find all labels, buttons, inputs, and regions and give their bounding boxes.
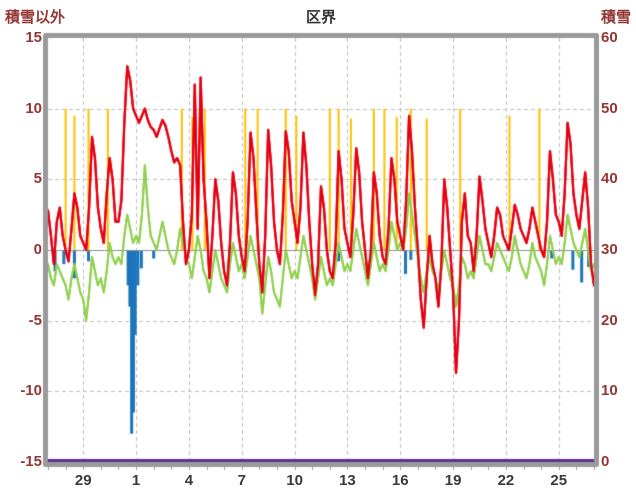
y-right-tick-label: 50 <box>601 99 618 117</box>
y-left-tick-label: -15 <box>20 453 42 470</box>
y-right-tick-label: 30 <box>601 241 618 258</box>
y-right-tick-label: 20 <box>601 311 618 329</box>
x-tick-label: 13 <box>339 472 356 489</box>
y-right-tick-label: 0 <box>601 453 610 470</box>
x-tick-label: 4 <box>184 472 194 489</box>
y-left-tick-label: -5 <box>28 311 42 329</box>
x-tick-label: 19 <box>444 472 462 489</box>
x-tick-label: 10 <box>286 472 303 489</box>
y-left-tick-label: -10 <box>20 382 42 400</box>
x-tick-label: 29 <box>74 472 92 489</box>
y-left-tick-label: 10 <box>25 99 42 117</box>
y-left-tick-label: 5 <box>33 170 42 188</box>
axis-title-left: 積雪以外 <box>5 9 66 26</box>
y-right-tick-label: 40 <box>601 170 618 188</box>
axis-title-right: 積雪 <box>600 9 631 26</box>
chart-title: 区界 <box>305 9 336 26</box>
y-right-tick-label: 10 <box>601 382 618 400</box>
x-tick-label: 7 <box>237 472 246 489</box>
y-right-tick-label: 60 <box>601 29 618 46</box>
y-left-tick-label: 0 <box>33 241 42 258</box>
x-tick-label: 22 <box>497 472 515 489</box>
x-tick-label: 25 <box>550 472 568 489</box>
x-tick-label: 16 <box>391 472 409 489</box>
x-tick-label: 1 <box>131 472 141 489</box>
y-left-tick-label: 15 <box>25 29 42 46</box>
